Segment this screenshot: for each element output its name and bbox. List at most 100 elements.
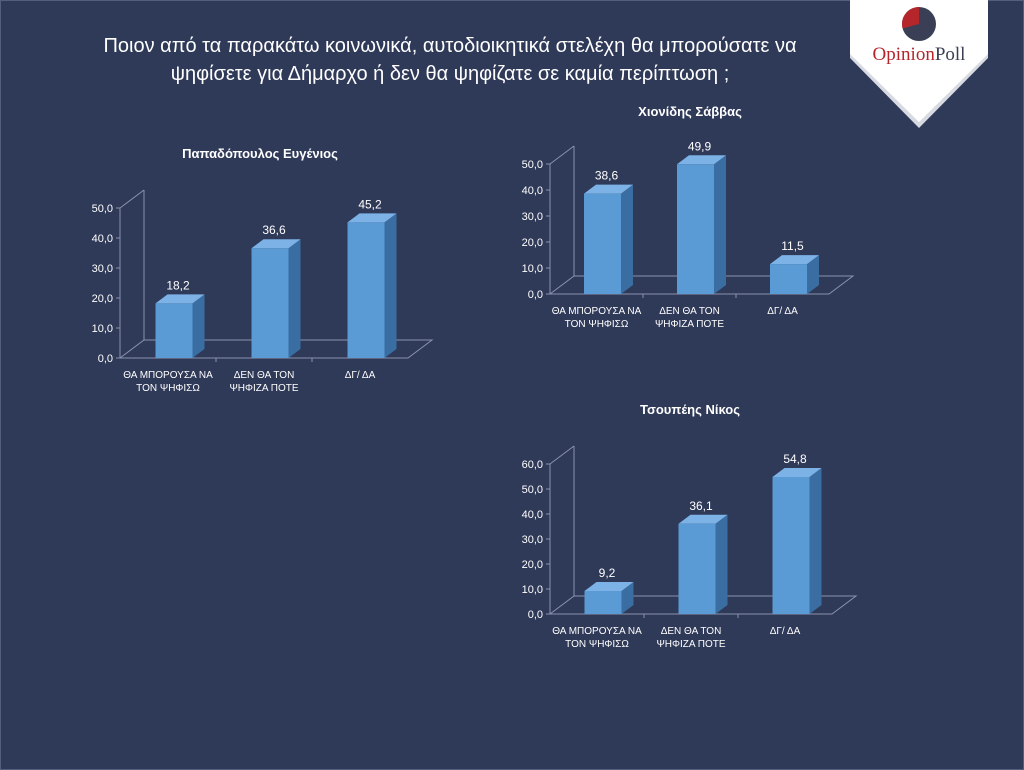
y-axis-back-line	[549, 445, 575, 465]
category-label: ΘΑ ΜΠΟΡΟΥΣΑ ΝΑ ΤΟΝ ΨΗΦΙΣΩ	[552, 306, 642, 330]
data-label: 49,9	[688, 139, 712, 153]
y-tick-label: 60,0	[522, 459, 543, 471]
y-tick-label: 10,0	[92, 323, 113, 335]
bar-top	[772, 468, 822, 477]
category-label: ΔΕΝ ΘΑ ΤΟΝ ΨΗΦΙΖΑ ΠΟΤΕ	[655, 306, 724, 330]
category-label: ΔΕΝ ΘΑ ΤΟΝ ΨΗΦΙΖΑ ΠΟΤΕ	[656, 626, 725, 650]
chart-tsoupeis: Τσουπέης Νίκος 0,0 10,0 20,0 30,0 40,0 50,0 60…	[500, 392, 880, 682]
data-label: 18,2	[166, 278, 190, 292]
logo-poll: Poll	[934, 44, 966, 65]
category-label-line: ΔΕΝ ΘΑ ΤΟΝ	[659, 306, 720, 317]
category-label-line: ΔΓ/ ΔΑ	[345, 370, 376, 381]
chart-svg: 0,0 10,0 20,0 30,0 40,0 50,0 18,2 ΘΑ ΜΠΟΡΟΥΣΑ Ν…	[92, 189, 434, 394]
data-label: 45,2	[358, 197, 382, 211]
data-label: 9,2	[599, 566, 616, 580]
pie-chart-logo-icon	[901, 6, 936, 41]
y-tick-label: 50,0	[92, 203, 113, 215]
bar-side	[621, 582, 634, 614]
data-label: 38,6	[595, 169, 619, 183]
category-label: ΔΓ/ ΔΑ	[767, 306, 798, 317]
bar	[251, 239, 301, 358]
bar	[584, 582, 634, 614]
bar-side	[715, 514, 728, 614]
category-label-line: ΔΓ/ ΔΑ	[767, 306, 798, 317]
logo-wordmark: OpinionPoll	[850, 44, 988, 66]
y-axis-back-line	[119, 189, 145, 209]
bar	[347, 213, 397, 358]
bar	[677, 155, 726, 294]
y-tick-label: 40,0	[522, 185, 543, 197]
y-tick-label: 0,0	[528, 289, 543, 301]
chart-title: Τσουπέης Νίκος	[639, 402, 741, 417]
category-label: ΘΑ ΜΠΟΡΟΥΣΑ ΝΑ ΤΟΝ ΨΗΦΙΣΩ	[552, 626, 642, 650]
y-tick-label: 30,0	[92, 263, 113, 275]
bar-side	[192, 294, 205, 358]
bar	[584, 184, 633, 294]
y-tick-label: 30,0	[522, 211, 543, 223]
slide-title: Ποιον από τα παρακάτω κοινωνικά, αυτοδιο…	[60, 32, 840, 88]
bar-front	[347, 222, 385, 358]
bar	[770, 255, 819, 294]
logo-opinion: Opinion	[872, 44, 935, 65]
category-label-line: ΔΕΝ ΘΑ ΤΟΝ	[234, 370, 295, 381]
bar-front	[772, 477, 810, 614]
category-label: ΔΕΝ ΘΑ ΤΟΝ ΨΗΦΙΖΑ ΠΟΤΕ	[229, 370, 298, 394]
category-label-line: ΘΑ ΜΠΟΡΟΥΣΑ ΝΑ	[552, 306, 642, 317]
category-label-line: ΔΓ/ ΔΑ	[770, 626, 801, 637]
bar-side	[621, 184, 633, 294]
y-tick-label: 20,0	[92, 293, 113, 305]
bar-top	[677, 155, 726, 165]
bar-top	[770, 255, 819, 265]
bar-side	[807, 255, 819, 294]
bar-side	[714, 155, 726, 294]
chart-papadopoulos: Παπαδόπουλος Ευγένιος 0,0 10,0 20,0 30,0 40,…	[70, 136, 450, 436]
category-label-line: ΨΗΦΙΖΑ ΠΟΤΕ	[655, 319, 724, 330]
bar-front	[677, 164, 714, 294]
y-tick-label: 20,0	[522, 559, 543, 571]
chart-title: Παπαδόπουλος Ευγένιος	[182, 146, 338, 161]
data-label: 54,8	[783, 452, 807, 466]
y-tick-label: 40,0	[92, 233, 113, 245]
y-tick-label: 50,0	[522, 159, 543, 171]
y-tick-label: 40,0	[522, 509, 543, 521]
category-label-line: ΨΗΦΙΖΑ ΠΟΤΕ	[656, 639, 725, 650]
data-label: 11,5	[781, 239, 804, 253]
y-tick-label: 0,0	[98, 353, 113, 365]
category-label: ΔΓ/ ΔΑ	[345, 370, 376, 381]
category-label: ΘΑ ΜΠΟΡΟΥΣΑ ΝΑ ΤΟΝ ΨΗΦΙΣΩ	[123, 370, 213, 394]
category-label: ΔΓ/ ΔΑ	[770, 626, 801, 637]
slide-title-line-1: Ποιον από τα παρακάτω κοινωνικά, αυτοδιο…	[103, 35, 797, 57]
bar-front	[584, 193, 621, 294]
slide-title-line-2: ψηφίσετε για Δήμαρχο ή δεν θα ψηφίζατε σ…	[170, 63, 730, 85]
bar-top	[155, 294, 205, 304]
bar	[772, 468, 822, 614]
bar-top	[347, 213, 397, 223]
y-tick-label: 20,0	[522, 237, 543, 249]
bar-front	[584, 591, 622, 614]
bar-side	[384, 213, 397, 358]
category-label-line: ΤΟΝ ΨΗΦΙΣΩ	[565, 639, 629, 650]
y-tick-label: 0,0	[528, 609, 543, 621]
bar	[678, 514, 728, 614]
chart-title: Χιονίδης Σάββας	[638, 104, 742, 119]
bar-top	[584, 184, 633, 194]
data-label: 36,1	[689, 499, 713, 513]
category-label-line: ΤΟΝ ΨΗΦΙΣΩ	[565, 319, 629, 330]
chart-svg: 0,0 10,0 20,0 30,0 40,0 50,0 60,0 9,2 ΘΑ ΜΠΟΡΟΥΣ…	[522, 445, 858, 650]
bar	[155, 294, 205, 358]
chart-svg: 0,0 10,0 20,0 30,0 40,0 50,0 38,6 ΘΑ ΜΠΟΡΟΥΣΑ Ν…	[522, 139, 855, 330]
bar-front	[251, 248, 289, 358]
category-label-line: ΤΟΝ ΨΗΦΙΣΩ	[136, 383, 200, 394]
category-label-line: ΘΑ ΜΠΟΡΟΥΣΑ ΝΑ	[123, 370, 213, 381]
bar-front	[770, 264, 807, 294]
y-tick-label: 50,0	[522, 484, 543, 496]
bar-top	[251, 239, 301, 249]
bar-top	[584, 582, 634, 591]
data-label: 36,6	[262, 223, 286, 237]
y-tick-label: 30,0	[522, 534, 543, 546]
category-label-line: ΘΑ ΜΠΟΡΟΥΣΑ ΝΑ	[552, 626, 642, 637]
y-tick-label: 10,0	[522, 584, 543, 596]
y-tick-label: 10,0	[522, 263, 543, 275]
category-label-line: ΔΕΝ ΘΑ ΤΟΝ	[661, 626, 722, 637]
category-label-line: ΨΗΦΙΖΑ ΠΟΤΕ	[229, 383, 298, 394]
